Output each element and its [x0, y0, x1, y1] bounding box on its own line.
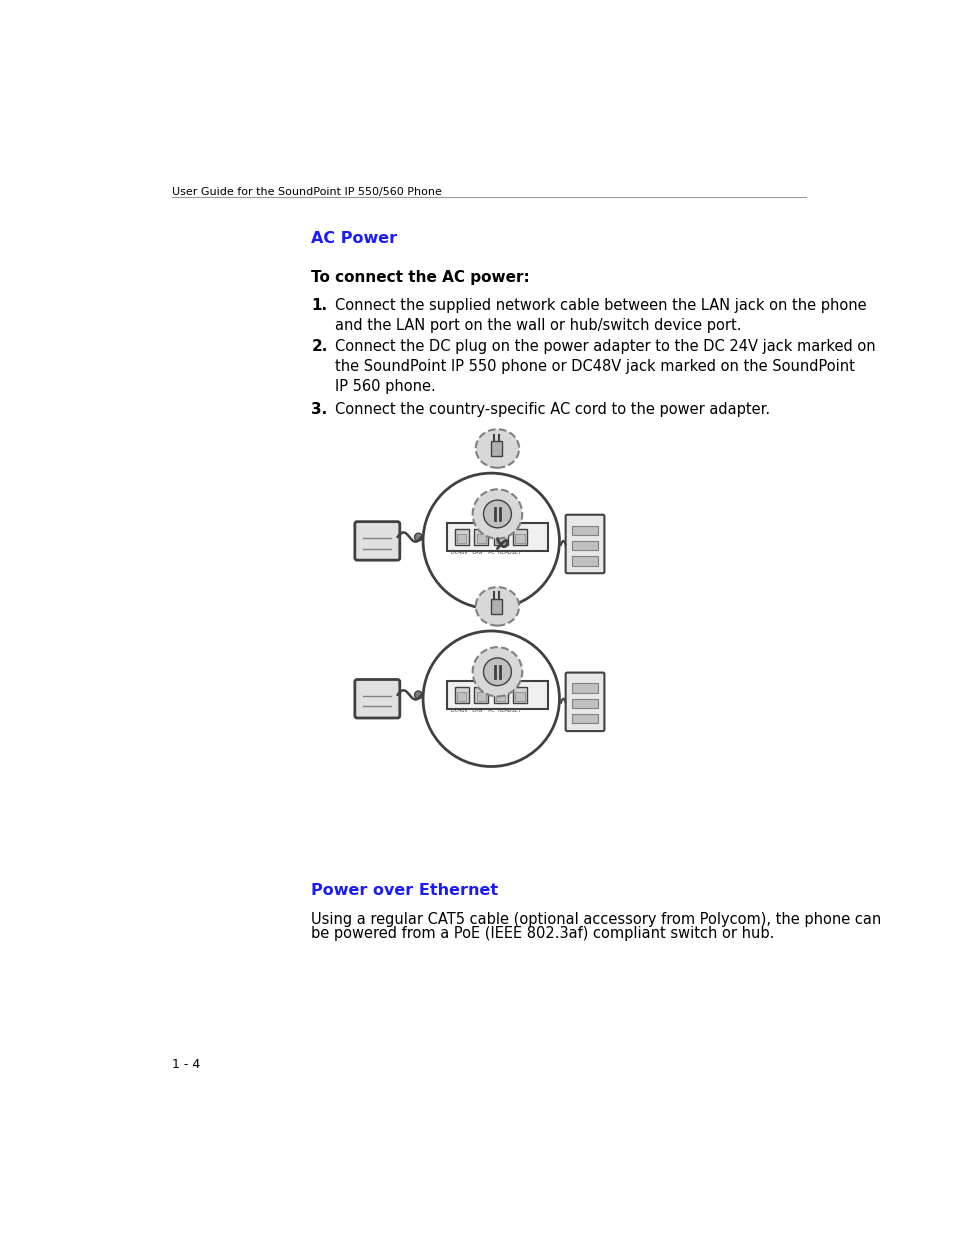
- Text: Connect the DC plug on the power adapter to the DC 24V jack marked on
the SoundP: Connect the DC plug on the power adapter…: [335, 340, 875, 394]
- Circle shape: [415, 534, 422, 541]
- Bar: [456, 692, 466, 701]
- Circle shape: [472, 647, 521, 697]
- Circle shape: [415, 692, 422, 699]
- Bar: [474, 687, 488, 703]
- Bar: [491, 599, 501, 614]
- Circle shape: [472, 489, 521, 538]
- FancyBboxPatch shape: [481, 501, 513, 521]
- Bar: [496, 534, 505, 543]
- Bar: [571, 714, 598, 724]
- Text: 1.: 1.: [311, 299, 327, 314]
- Ellipse shape: [476, 430, 518, 468]
- Text: Using a regular CAT5 cable (optional accessory from Polycom), the phone can: Using a regular CAT5 cable (optional acc…: [311, 911, 881, 927]
- Text: 3.: 3.: [311, 403, 328, 417]
- Text: be powered from a PoE (IEEE 802.3af) compliant switch or hub.: be powered from a PoE (IEEE 802.3af) com…: [311, 926, 774, 941]
- Bar: [515, 534, 524, 543]
- Bar: [515, 692, 524, 701]
- Bar: [494, 496, 500, 503]
- Bar: [476, 692, 485, 701]
- Bar: [447, 524, 547, 551]
- Bar: [493, 687, 507, 703]
- Bar: [571, 556, 598, 566]
- Bar: [455, 530, 468, 545]
- Bar: [447, 680, 547, 709]
- Text: Power over Ethernet: Power over Ethernet: [311, 883, 498, 898]
- Text: DC48V   LAN    PC  HEADSET: DC48V LAN PC HEADSET: [451, 550, 520, 556]
- Text: User Guide for the SoundPoint IP 550/560 Phone: User Guide for the SoundPoint IP 550/560…: [172, 186, 441, 196]
- Bar: [456, 534, 466, 543]
- Text: Connect the supplied network cable between the LAN jack on the phone
and the LAN: Connect the supplied network cable betwe…: [335, 299, 865, 333]
- FancyBboxPatch shape: [565, 515, 604, 573]
- Circle shape: [483, 658, 511, 685]
- Text: 2.: 2.: [311, 340, 328, 354]
- Circle shape: [422, 631, 558, 767]
- Bar: [455, 687, 468, 703]
- FancyBboxPatch shape: [355, 521, 399, 561]
- Ellipse shape: [476, 587, 518, 626]
- Text: DC48V   LAN    PC  HEADSET: DC48V LAN PC HEADSET: [451, 708, 520, 713]
- Bar: [493, 530, 507, 545]
- Bar: [513, 530, 526, 545]
- Bar: [476, 534, 485, 543]
- Text: To connect the AC power:: To connect the AC power:: [311, 270, 530, 285]
- Bar: [513, 687, 526, 703]
- Bar: [474, 530, 488, 545]
- Text: 1 - 4: 1 - 4: [172, 1058, 200, 1071]
- Bar: [496, 692, 505, 701]
- Bar: [571, 699, 598, 708]
- Bar: [571, 541, 598, 550]
- Text: Connect the country-specific AC cord to the power adapter.: Connect the country-specific AC cord to …: [335, 403, 769, 417]
- FancyBboxPatch shape: [481, 658, 513, 679]
- Bar: [571, 526, 598, 535]
- Bar: [494, 655, 500, 661]
- Text: AC Power: AC Power: [311, 231, 397, 246]
- Bar: [571, 683, 598, 693]
- Circle shape: [422, 473, 558, 609]
- Circle shape: [483, 500, 511, 527]
- FancyBboxPatch shape: [355, 679, 399, 718]
- FancyBboxPatch shape: [565, 673, 604, 731]
- Bar: [491, 441, 501, 456]
